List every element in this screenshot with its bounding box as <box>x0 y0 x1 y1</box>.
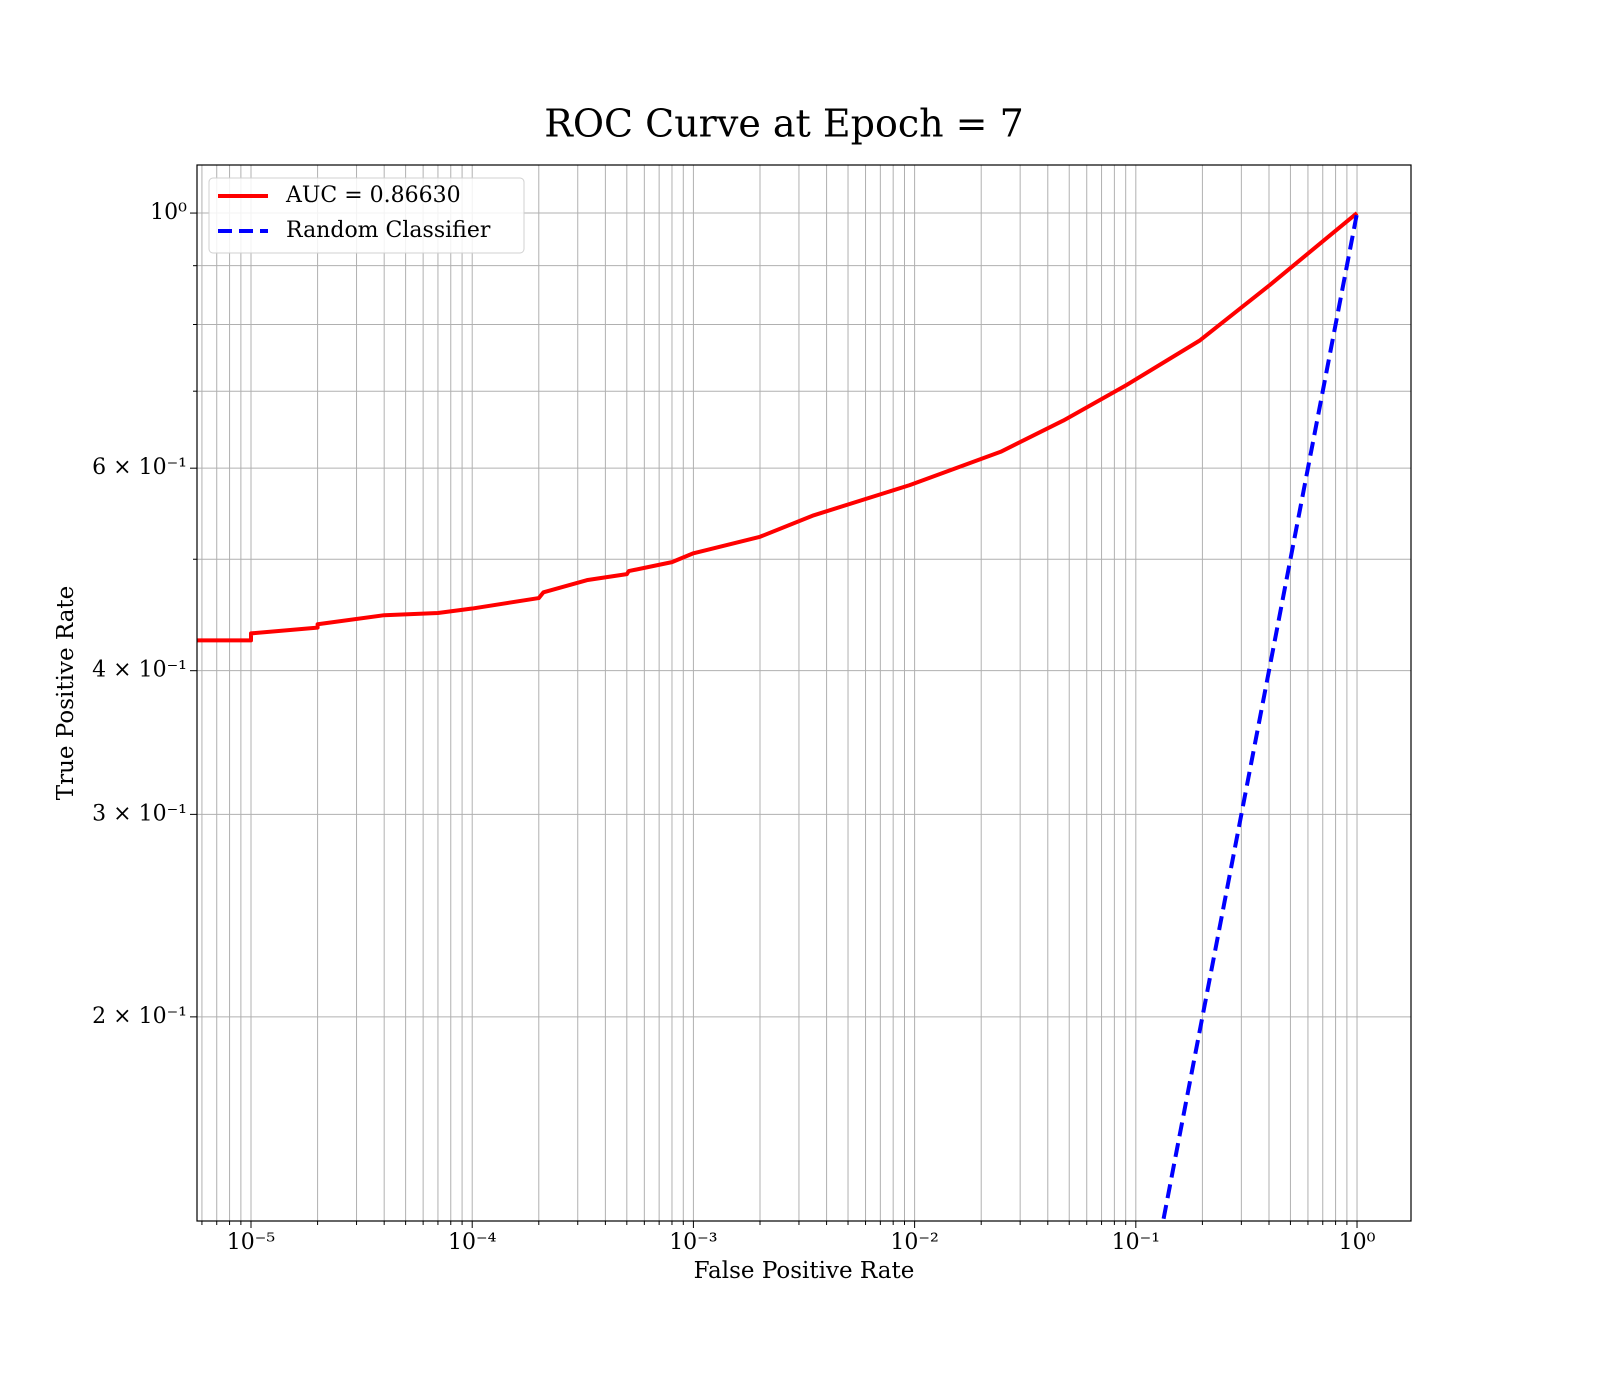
y-tick-label: 3 × 10⁻¹ <box>92 801 187 826</box>
grid <box>197 165 1411 1221</box>
series-line <box>197 211 1359 643</box>
ticks: 10⁻⁵ 10⁻⁴ 10⁻³ 10⁻² 10⁻¹ 10⁰ 10⁰ 6 × 10⁻¹ 4 × 10… <box>92 200 1375 1255</box>
chart-title: ROC Curve at Epoch = 7 <box>544 102 1024 146</box>
x-tick-label: 10⁻¹ <box>1112 1230 1160 1255</box>
x-tick-label: 10⁻⁴ <box>448 1230 497 1255</box>
x-tick-label: 10⁻⁵ <box>227 1230 275 1255</box>
legend-label: AUC = 0.86630 <box>285 183 461 208</box>
series-line <box>1161 212 1359 1221</box>
plot-area <box>197 211 1359 1221</box>
x-tick-label: 10⁻² <box>890 1230 938 1255</box>
x-tick-label: 10⁻³ <box>669 1230 717 1255</box>
legend: AUC = 0.86630 Random Classifier <box>208 177 525 254</box>
axes-frame <box>196 164 1412 1222</box>
y-tick-label: 4 × 10⁻¹ <box>92 658 187 683</box>
y-axis-label: True Positive Rate <box>53 586 79 801</box>
y-tick-label: 6 × 10⁻¹ <box>92 455 187 480</box>
x-axis-label: False Positive Rate <box>694 1258 915 1284</box>
y-tick-label: 2 × 10⁻¹ <box>92 1004 187 1029</box>
legend-box <box>208 177 525 254</box>
x-tick-label: 10⁰ <box>1339 1230 1376 1255</box>
y-tick-label: 10⁰ <box>150 200 187 225</box>
legend-label: Random Classifier <box>286 218 491 243</box>
